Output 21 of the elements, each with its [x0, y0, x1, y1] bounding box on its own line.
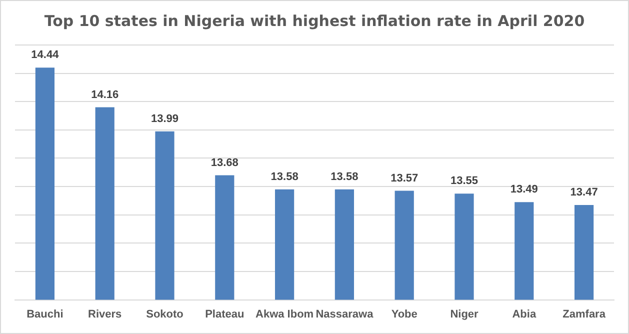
x-tick-label: Nassarawa	[316, 308, 374, 320]
data-label: 13.68	[210, 156, 238, 169]
x-tick-label: Niger	[450, 308, 480, 320]
x-tick-label: Sokoto	[146, 308, 184, 320]
data-label: 13.55	[450, 175, 478, 188]
x-tick-label: Abia	[512, 308, 537, 320]
data-label: 13.99	[150, 112, 179, 125]
data-label: 14.44	[31, 49, 60, 62]
x-tick-label: Akwa Ibom	[256, 308, 314, 320]
data-label: 14.16	[91, 88, 119, 101]
data-label: 13.58	[330, 170, 358, 183]
x-tick-label: Zamfara	[562, 308, 606, 320]
x-tick-label: Plateau	[205, 308, 244, 320]
data-label: 13.47	[570, 186, 598, 198]
chart-title: Top 10 states in Nigeria with highest inflation rate in April 2020	[44, 12, 585, 30]
data-label: 13.58	[270, 170, 298, 183]
data-label: 13.57	[390, 172, 418, 184]
x-tick-label: Rivers	[88, 308, 122, 320]
x-tick-label: Bauchi	[26, 308, 64, 320]
x-tick-label: Yobe	[391, 308, 418, 320]
data-label: 13.49	[510, 184, 538, 196]
